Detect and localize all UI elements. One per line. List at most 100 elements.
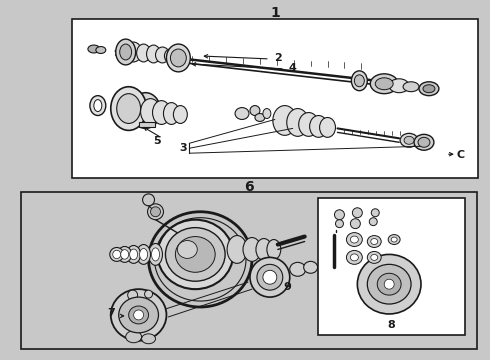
Ellipse shape [116,39,136,65]
Ellipse shape [400,133,418,147]
Ellipse shape [131,93,161,129]
Ellipse shape [263,270,277,284]
Ellipse shape [256,239,272,260]
Ellipse shape [423,85,435,93]
Ellipse shape [166,228,225,281]
Ellipse shape [352,208,362,218]
Ellipse shape [368,251,381,264]
Ellipse shape [346,233,362,247]
Ellipse shape [384,279,394,289]
Ellipse shape [142,334,155,344]
Ellipse shape [304,261,318,273]
Ellipse shape [388,235,400,244]
Bar [139,122,154,127]
Ellipse shape [164,103,179,125]
Ellipse shape [143,194,154,206]
Ellipse shape [128,290,138,300]
Ellipse shape [113,250,121,258]
Ellipse shape [137,244,150,264]
Ellipse shape [250,105,260,116]
Ellipse shape [391,237,397,242]
Ellipse shape [287,109,309,136]
Ellipse shape [350,236,358,243]
Ellipse shape [137,44,150,62]
Text: 6: 6 [244,180,254,194]
Ellipse shape [350,254,358,261]
Ellipse shape [157,220,233,289]
Ellipse shape [368,264,411,304]
Ellipse shape [319,117,336,137]
Ellipse shape [134,310,144,320]
Ellipse shape [418,137,430,147]
Ellipse shape [389,79,409,93]
Ellipse shape [110,247,123,261]
Ellipse shape [371,239,378,244]
Text: C: C [457,150,465,160]
Ellipse shape [111,289,167,341]
Ellipse shape [257,264,283,290]
Ellipse shape [227,235,247,264]
Bar [72,19,478,178]
Ellipse shape [130,249,138,260]
Text: 8: 8 [387,320,395,330]
Ellipse shape [235,108,249,120]
Text: 7: 7 [107,308,115,318]
Ellipse shape [173,105,187,123]
Ellipse shape [177,240,197,258]
Ellipse shape [175,237,215,272]
Ellipse shape [371,209,379,217]
Ellipse shape [140,248,147,260]
Ellipse shape [94,100,102,112]
Ellipse shape [145,290,152,298]
Ellipse shape [267,239,281,260]
Ellipse shape [96,46,106,54]
Ellipse shape [255,113,265,121]
Ellipse shape [335,210,344,220]
Ellipse shape [119,297,158,333]
Ellipse shape [167,44,190,72]
Ellipse shape [403,82,419,92]
Ellipse shape [350,219,360,229]
Ellipse shape [419,82,439,96]
Ellipse shape [125,42,142,62]
Ellipse shape [368,235,381,247]
Bar [318,198,465,335]
Ellipse shape [117,94,141,123]
Ellipse shape [118,247,132,262]
Ellipse shape [151,248,159,261]
Ellipse shape [263,109,271,118]
Ellipse shape [357,255,421,314]
Ellipse shape [371,255,378,260]
Ellipse shape [125,331,142,343]
Ellipse shape [243,238,261,261]
Text: 5: 5 [154,136,161,146]
Ellipse shape [369,218,377,226]
Ellipse shape [165,49,176,63]
Text: 9: 9 [284,282,292,292]
Ellipse shape [351,71,368,91]
Ellipse shape [148,243,163,265]
Ellipse shape [414,134,434,150]
Ellipse shape [336,220,343,228]
Ellipse shape [127,246,141,264]
Ellipse shape [346,251,362,264]
Ellipse shape [150,207,161,217]
Ellipse shape [290,262,306,276]
Ellipse shape [90,96,106,116]
Ellipse shape [88,45,100,53]
Ellipse shape [171,49,186,67]
Ellipse shape [250,257,290,297]
Text: 4: 4 [289,63,296,73]
Ellipse shape [121,249,129,259]
Ellipse shape [375,78,393,90]
Ellipse shape [129,306,148,324]
Ellipse shape [152,100,171,125]
Ellipse shape [120,44,132,60]
Text: 2: 2 [274,53,282,63]
Ellipse shape [370,74,398,94]
Ellipse shape [354,75,365,87]
Ellipse shape [155,47,170,63]
Bar [21,192,477,349]
Ellipse shape [299,113,318,136]
Ellipse shape [111,87,147,130]
